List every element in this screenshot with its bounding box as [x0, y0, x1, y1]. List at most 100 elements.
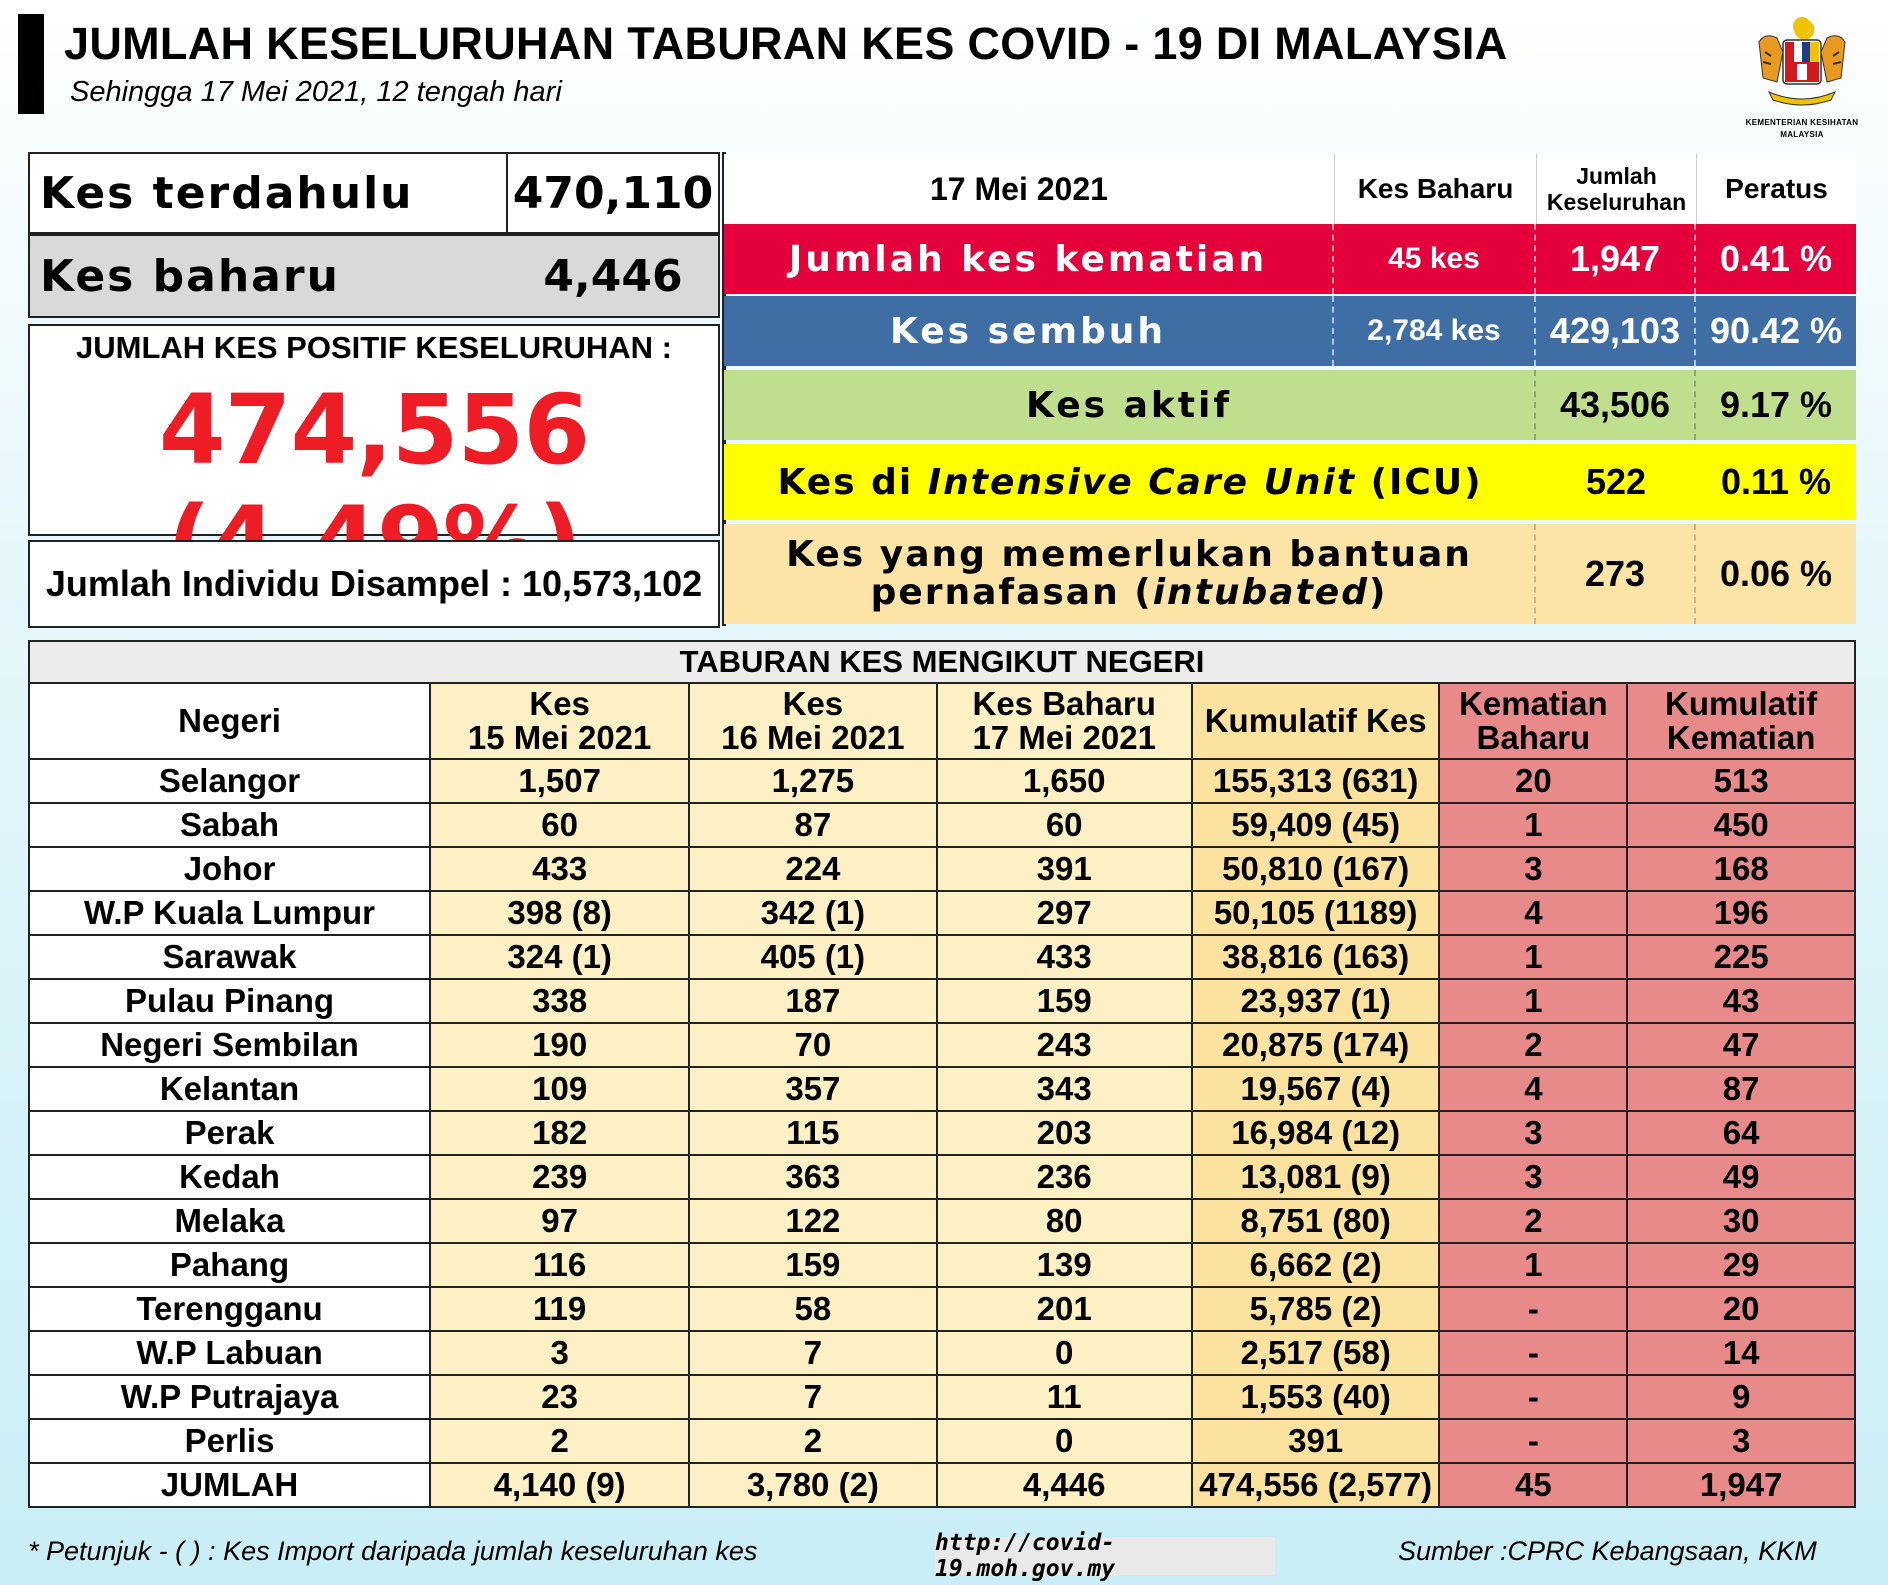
new-cases-17-may-cell: 433 — [935, 934, 1193, 980]
new-deaths-cell: 1 — [1438, 934, 1629, 980]
summary-date: 17 Mei 2021 — [930, 170, 1108, 207]
active-total: 43,506 — [1536, 370, 1696, 440]
header-day1-line-2: 15 Mei 2021 — [467, 719, 652, 756]
cases-16-may-cell: 58 — [688, 1286, 938, 1332]
header-day1-line-1: Kes — [529, 685, 590, 722]
new-deaths-cell: 2 — [1438, 1022, 1629, 1068]
active-percent: 9.17 % — [1719, 384, 1833, 425]
footer-url-link[interactable]: http://covid-19.moh.gov.my — [935, 1530, 1275, 1582]
cases-15-may-cell: 338 — [429, 978, 691, 1024]
new-cases-17-may-cell: 159 — [935, 978, 1193, 1024]
cases-15-may-cell: 2 — [429, 1418, 691, 1464]
new-deaths-cell: 1 — [1438, 978, 1629, 1024]
ventilator-label-line-1: Kes yang memerlukan bantuan — [786, 534, 1472, 575]
cumulative-cases-cell: 16,984 (12) — [1190, 1110, 1441, 1156]
col-total-line-1: Jumlah — [1576, 163, 1657, 189]
table-total-row: JUMLAH 4,140 (9) 3,780 (2) 4,446 474,556 (2,… — [27, 1462, 1856, 1508]
col-total: Jumlah Keseluruhan — [1536, 154, 1696, 224]
new-deaths-cell: 3 — [1438, 846, 1629, 892]
new-cases-17-may-cell: 11 — [935, 1374, 1193, 1420]
new-cases-17-may-cell: 80 — [935, 1198, 1193, 1244]
icu-label: Kes di Intensive Care Unit (ICU) — [724, 444, 1536, 520]
header-day1: Kes 15 Mei 2021 — [429, 682, 691, 760]
header-day2-line-1: Kes — [782, 685, 844, 722]
previous-cases-label: Kes terdahulu — [40, 167, 414, 219]
table-row: W.P Putrajaya 23 7 11 1,553 (40) -9 — [27, 1374, 1856, 1420]
cumulative-cases-cell: 474,556 (2,577) — [1190, 1462, 1441, 1508]
col-percent: Peratus — [1696, 154, 1856, 224]
sampled-box: Jumlah Individu Disampel : 10,573,102 — [28, 540, 720, 628]
title-accent-bar — [18, 14, 44, 114]
new-deaths-cell: - — [1438, 1286, 1629, 1332]
new-cases-row: Kes baharu 4,446 — [28, 234, 720, 318]
new-cases-17-may-cell: 203 — [935, 1110, 1193, 1156]
deaths-row: Jumlah kes kematian 45 kes 1,947 0.41 % — [724, 224, 1856, 294]
ventilator-label-part-2: pernafasan ( — [870, 572, 1153, 613]
table-row: W.P Kuala Lumpur 398 (8) 342 (1) 297 50,105 … — [27, 890, 1856, 936]
new-cases-17-may-cell: 139 — [935, 1242, 1193, 1288]
ventilator-label-part-3: intubated — [1152, 572, 1369, 613]
header-cumulative-deaths-line-2: Kematian — [1666, 719, 1816, 756]
table-row: Melaka 97 122 80 8,751 (80) 2 30 — [27, 1198, 1856, 1244]
cases-15-may-cell: 3 — [429, 1330, 691, 1376]
cumulative-cases-cell: 2,517 (58) — [1190, 1330, 1441, 1376]
cases-16-may-cell: 2 — [688, 1418, 938, 1464]
cases-15-may-cell: 4,140 (9) — [429, 1462, 691, 1508]
table-body: Selangor 1,507 1,275 1,650 155,313 (631) 20 51… — [27, 758, 1856, 1508]
cumulative-deaths-cell: 168 — [1626, 846, 1856, 892]
ventilator-percent: 0.06 % — [1719, 553, 1833, 594]
state-name-cell: JUMLAH — [27, 1462, 432, 1508]
header-day3: Kes Baharu 17 Mei 2021 — [935, 682, 1193, 760]
coat-of-arms-icon — [1758, 17, 1846, 106]
footer-note: * Petunjuk - ( ) : Kes Import daripada j… — [28, 1536, 758, 1566]
cases-16-may-cell: 122 — [688, 1198, 938, 1244]
cumulative-cases-cell: 391 — [1190, 1418, 1441, 1464]
cumulative-deaths-cell: 225 — [1626, 934, 1856, 980]
table-row: Kelantan 109 357 343 19,567 (4) 4 87 — [27, 1066, 1856, 1112]
new-cases-17-may-cell: 297 — [935, 890, 1193, 936]
total-positive-box: JUMLAH KES POSITIF KESELURUHAN : 474,556… — [28, 324, 720, 598]
new-cases-17-may-cell: 201 — [935, 1286, 1193, 1332]
cases-15-may-cell: 190 — [429, 1022, 691, 1068]
cumulative-deaths-cell: 1,947 — [1626, 1462, 1856, 1508]
header-new-deaths-line-2: Baharu — [1476, 719, 1591, 756]
new-deaths-cell: - — [1438, 1330, 1629, 1376]
state-name-cell: Pahang — [27, 1242, 432, 1288]
table-header-row: Negeri Kes 15 Mei 2021 Kes 16 Mei 2021 Kes… — [27, 682, 1856, 760]
cumulative-deaths-cell: 87 — [1626, 1066, 1856, 1112]
previous-cases-row: Kes terdahulu 470,110 — [28, 152, 720, 234]
new-deaths-cell: 4 — [1438, 890, 1629, 936]
new-cases-17-may-cell: 0 — [935, 1330, 1193, 1376]
new-deaths-cell: 4 — [1438, 1066, 1629, 1112]
ventilator-label: Kes yang memerlukan bantuan pernafasan (… — [724, 524, 1536, 624]
table-row: Johor 433 224 391 50,810 (167) 3 168 — [27, 846, 1856, 892]
cumulative-cases-cell: 50,105 (1189) — [1190, 890, 1441, 936]
cases-16-may-cell: 357 — [688, 1066, 938, 1112]
icu-row: Kes di Intensive Care Unit (ICU) 522 0.1… — [724, 444, 1856, 520]
header-day2: Kes 16 Mei 2021 — [688, 682, 938, 760]
state-distribution-table: TABURAN KES MENGIKUT NEGERI Negeri Kes 15… — [27, 640, 1856, 1508]
state-name-cell: Sabah — [27, 802, 432, 848]
ventilator-row: Kes yang memerlukan bantuan pernafasan (… — [724, 524, 1856, 624]
icu-total: 522 — [1585, 461, 1647, 502]
cases-16-may-cell: 87 — [688, 802, 938, 848]
cumulative-deaths-cell: 14 — [1626, 1330, 1856, 1376]
cumulative-cases-cell: 38,816 (163) — [1190, 934, 1441, 980]
cases-16-may-cell: 187 — [688, 978, 938, 1024]
cases-15-may-cell: 97 — [429, 1198, 691, 1244]
new-cases-17-may-cell: 243 — [935, 1022, 1193, 1068]
cases-16-may-cell: 159 — [688, 1242, 938, 1288]
header-day3-line-1: Kes Baharu — [972, 685, 1156, 722]
cases-16-may-cell: 7 — [688, 1330, 938, 1376]
cumulative-deaths-cell: 450 — [1626, 802, 1856, 848]
table-row: W.P Labuan 3 7 0 2,517 (58) -14 — [27, 1330, 1856, 1376]
cases-15-may-cell: 398 (8) — [429, 890, 691, 936]
recovered-total: 429,103 — [1536, 296, 1696, 366]
cumulative-cases-cell: 23,937 (1) — [1190, 978, 1441, 1024]
page-title: JUMLAH KESELURUHAN TABURAN KES COVID - 1… — [64, 18, 1508, 69]
ventilator-label-line-2: pernafasan (intubated) — [871, 574, 1388, 612]
logo-text-line-1: KEMENTERIAN KESIHATAN — [1745, 118, 1859, 127]
state-name-cell: Kelantan — [27, 1066, 432, 1112]
cases-15-may-cell: 119 — [429, 1286, 691, 1332]
table-row: Sabah 60 87 60 59,409 (45) 1 450 — [27, 802, 1856, 848]
